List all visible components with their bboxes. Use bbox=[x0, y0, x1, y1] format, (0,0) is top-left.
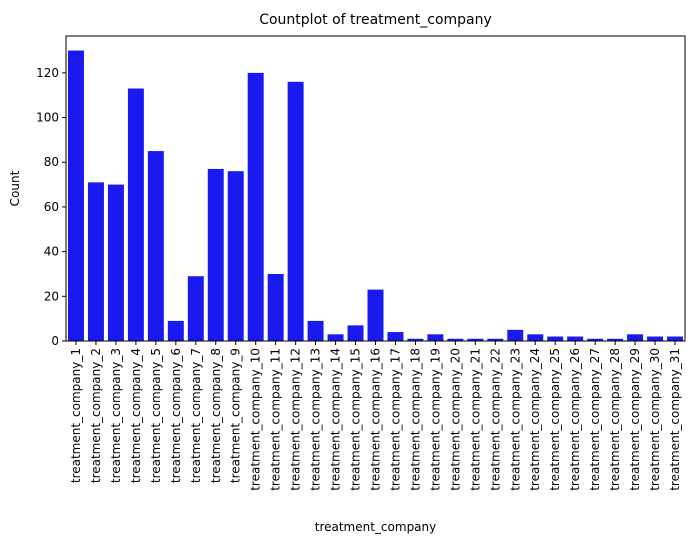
bar-treatment_company_13 bbox=[307, 320, 324, 341]
bar-treatment_company_16 bbox=[367, 289, 384, 341]
bar-treatment_company_25 bbox=[547, 336, 564, 341]
bar-treatment_company_31 bbox=[667, 336, 684, 341]
bar-treatment_company_24 bbox=[527, 334, 544, 341]
bar-treatment_company_14 bbox=[327, 334, 344, 341]
bar-treatment_company_21 bbox=[467, 338, 484, 341]
y-tick-label: 0 bbox=[51, 334, 59, 348]
x-tick-label: treatment_company_14 bbox=[329, 348, 343, 491]
y-tick-label: 40 bbox=[44, 245, 59, 259]
y-tick-label: 100 bbox=[36, 111, 59, 125]
bar-treatment_company_19 bbox=[427, 334, 444, 341]
x-tick-label: treatment_company_31 bbox=[668, 348, 682, 491]
x-tick-label: treatment_company_16 bbox=[369, 348, 383, 491]
bar-treatment_company_23 bbox=[507, 329, 524, 341]
x-tick-label: treatment_company_28 bbox=[608, 348, 622, 491]
bar-treatment_company_9 bbox=[227, 171, 244, 341]
x-tick-label: treatment_company_26 bbox=[568, 348, 582, 491]
bar-treatment_company_7 bbox=[187, 276, 204, 341]
bars-group bbox=[67, 50, 684, 342]
x-tick-label: treatment_company_12 bbox=[289, 348, 303, 491]
y-axis-ticks: 0 20 40 60 80 100 120 bbox=[36, 66, 66, 348]
bar-treatment_company_15 bbox=[347, 325, 364, 341]
bar-treatment_company_3 bbox=[107, 184, 124, 341]
bar-treatment_company_1 bbox=[67, 50, 84, 342]
bar-treatment_company_5 bbox=[147, 151, 164, 341]
bar-treatment_company_27 bbox=[587, 338, 604, 341]
x-tick-label: treatment_company_24 bbox=[528, 348, 542, 491]
x-tick-label: treatment_company_22 bbox=[488, 348, 502, 491]
x-tick-label: treatment_company_1 bbox=[69, 348, 83, 483]
bar-treatment_company_11 bbox=[267, 273, 284, 341]
bar-treatment_company_29 bbox=[627, 334, 644, 341]
bar-treatment_company_6 bbox=[167, 320, 184, 341]
x-tick-label: treatment_company_8 bbox=[209, 348, 223, 483]
x-tick-label: treatment_company_19 bbox=[428, 348, 442, 491]
x-tick-label: treatment_company_17 bbox=[388, 348, 402, 491]
bar-treatment_company_18 bbox=[407, 338, 424, 341]
x-tick-label: treatment_company_29 bbox=[628, 348, 642, 491]
x-tick-label: treatment_company_13 bbox=[309, 348, 323, 491]
x-tick-label: treatment_company_2 bbox=[89, 348, 103, 483]
x-tick-label: treatment_company_10 bbox=[249, 348, 263, 491]
x-tick-label: treatment_company_9 bbox=[229, 348, 243, 483]
x-tick-label: treatment_company_4 bbox=[129, 348, 143, 483]
x-tick-label: treatment_company_30 bbox=[648, 348, 662, 491]
y-tick-label: 60 bbox=[44, 200, 59, 214]
axes-frame bbox=[65, 35, 686, 342]
x-axis-ticks: treatment_company_1 treatment_company_2 tr… bbox=[69, 341, 682, 491]
x-tick-label: treatment_company_23 bbox=[508, 348, 522, 491]
x-tick-label: treatment_company_18 bbox=[408, 348, 422, 491]
y-tick-label: 120 bbox=[36, 66, 59, 80]
y-tick-label: 80 bbox=[44, 155, 59, 169]
x-tick-label: treatment_company_25 bbox=[548, 348, 562, 491]
x-axis-label: treatment_company bbox=[315, 520, 437, 534]
bar-treatment_company_12 bbox=[287, 81, 304, 342]
axes-spines bbox=[65, 35, 686, 342]
x-tick-label: treatment_company_7 bbox=[189, 348, 203, 483]
y-tick-label: 20 bbox=[44, 289, 59, 303]
x-tick-label: treatment_company_21 bbox=[468, 348, 482, 491]
bar-treatment_company_2 bbox=[87, 182, 104, 341]
x-tick-label: treatment_company_6 bbox=[169, 348, 183, 483]
x-tick-label: treatment_company_11 bbox=[269, 348, 283, 491]
bar-treatment_company_17 bbox=[387, 332, 404, 341]
bar-treatment_company_26 bbox=[567, 336, 584, 341]
bar-treatment_company_30 bbox=[647, 336, 664, 341]
bar-treatment_company_22 bbox=[487, 338, 504, 341]
y-axis-label: Count bbox=[8, 170, 22, 206]
chart-title: Countplot of treatment_company bbox=[259, 12, 492, 28]
bar-treatment_company_4 bbox=[127, 88, 144, 341]
bar-treatment_company_28 bbox=[607, 338, 624, 341]
bar-treatment_company_8 bbox=[207, 168, 224, 341]
x-tick-label: treatment_company_5 bbox=[149, 348, 163, 483]
x-tick-label: treatment_company_27 bbox=[588, 348, 602, 491]
bar-treatment_company_10 bbox=[247, 72, 264, 341]
x-tick-label: treatment_company_15 bbox=[349, 348, 363, 491]
x-tick-label: treatment_company_3 bbox=[109, 348, 123, 483]
bar-treatment_company_20 bbox=[447, 338, 464, 341]
x-tick-label: treatment_company_20 bbox=[448, 348, 462, 491]
